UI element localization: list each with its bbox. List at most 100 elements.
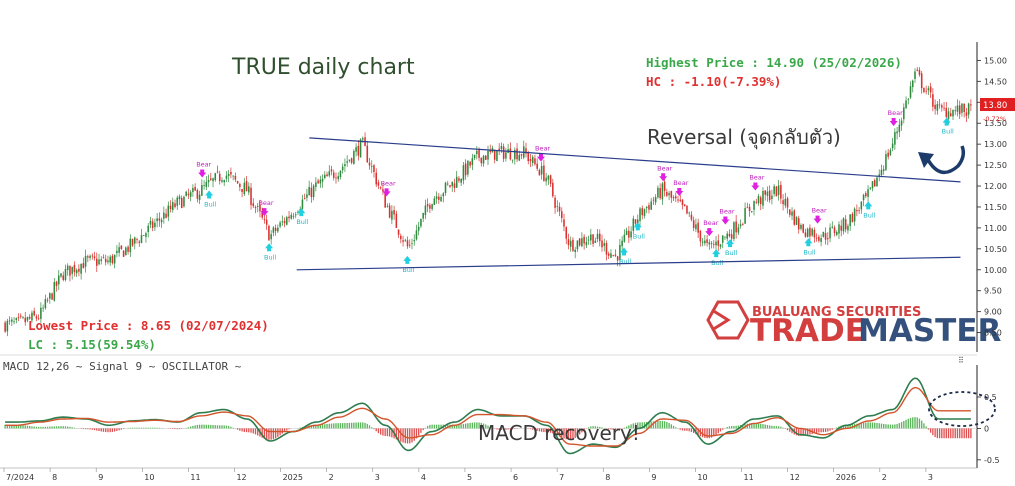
price-tick-label: 12.00 <box>984 182 1007 191</box>
candle-body <box>771 195 773 200</box>
candle-body <box>639 208 641 222</box>
candle-body <box>900 120 903 126</box>
current-price-label: 13.80 <box>983 101 1007 111</box>
candle-body <box>811 228 813 236</box>
candle-body <box>882 169 885 171</box>
candle-body <box>484 155 487 160</box>
candle-body <box>556 205 559 207</box>
candle-body <box>169 205 172 210</box>
candle-body <box>493 149 496 160</box>
candle-body <box>862 194 865 201</box>
candle-body <box>572 239 574 251</box>
candle-body <box>225 175 228 179</box>
candle-body <box>370 166 373 167</box>
candle-body <box>125 247 127 255</box>
candle-body <box>476 150 478 155</box>
candle-body <box>234 175 237 180</box>
candle-body <box>867 189 869 197</box>
candle-body <box>473 154 476 158</box>
candle-body <box>270 234 272 240</box>
candle-body <box>645 206 648 209</box>
bear-signal-arrow <box>751 182 760 191</box>
candle-body <box>256 206 259 207</box>
candle-body <box>943 107 945 109</box>
trendline-lower <box>296 256 961 271</box>
candle-body <box>455 176 458 188</box>
chart-title: TRUE daily chart <box>231 55 415 80</box>
candle-body <box>44 299 47 309</box>
candle-body <box>681 199 684 206</box>
bear-signal-label: Bear <box>196 161 211 169</box>
candle-body <box>335 177 337 179</box>
candle-body <box>903 107 905 120</box>
candle-body <box>404 239 407 241</box>
candle-body <box>838 224 840 234</box>
candle-body <box>688 212 690 214</box>
bull-signal-arrow <box>633 222 642 231</box>
candle-body <box>214 173 217 181</box>
candle-body <box>648 205 650 210</box>
candle-body <box>601 240 603 248</box>
candle-body <box>355 147 357 152</box>
candle-body <box>500 145 503 149</box>
time-tick-label: 9 <box>651 473 656 482</box>
candle-body <box>958 105 961 115</box>
candle-body <box>634 219 637 224</box>
candle-body <box>567 239 570 246</box>
candle-body <box>596 233 599 240</box>
candle-body <box>650 201 652 210</box>
candle-body <box>469 161 471 166</box>
candle-body <box>348 159 351 161</box>
candle-body <box>607 253 610 256</box>
candle-body <box>375 172 378 185</box>
candle-body <box>294 214 297 216</box>
candle-body <box>60 273 62 277</box>
candle-body <box>254 207 257 208</box>
candle-body <box>851 213 854 223</box>
candle-body <box>885 154 887 170</box>
candle-body <box>167 205 170 217</box>
candle-body <box>13 321 15 323</box>
time-tick-label: 7 <box>559 473 564 482</box>
panel-resize-icon[interactable]: ⠿ <box>958 356 964 365</box>
bear-signal-label: Bear <box>812 207 827 215</box>
candle-body <box>98 259 100 265</box>
candle-body <box>777 185 780 195</box>
candle-body <box>292 215 295 217</box>
candle-body <box>82 263 85 269</box>
candle-body <box>326 174 328 177</box>
candle-body <box>654 197 657 203</box>
candle-body <box>505 152 507 159</box>
candle-body <box>138 241 141 243</box>
candle-body <box>453 183 456 188</box>
bear-signal-arrow <box>260 208 269 217</box>
candle-body <box>174 203 176 208</box>
candle-body <box>42 307 44 309</box>
candle-body <box>970 104 972 106</box>
candle-body <box>534 158 536 165</box>
candle-body <box>594 240 597 243</box>
time-tick-label: 3 <box>375 473 380 482</box>
candle-body <box>480 157 483 164</box>
candle-body <box>889 150 892 155</box>
time-tick-label: 11 <box>744 473 754 482</box>
candle-body <box>737 227 740 233</box>
candle-body <box>129 238 132 253</box>
candle-body <box>458 178 460 181</box>
candle-body <box>51 293 53 300</box>
candle-body <box>107 260 109 263</box>
candle-body <box>598 233 601 242</box>
candle-body <box>149 221 152 225</box>
candle-body <box>498 148 500 150</box>
time-tick-label: 2026 <box>836 473 856 482</box>
candle-body <box>724 236 726 238</box>
candle-body <box>357 145 360 156</box>
candle-body <box>764 190 766 195</box>
candle-body <box>440 196 442 202</box>
bear-signal-label: Bear <box>703 219 718 227</box>
candle-body <box>831 226 834 228</box>
candle-body <box>366 145 369 163</box>
candle-body <box>84 255 87 267</box>
candle-body <box>802 224 804 233</box>
